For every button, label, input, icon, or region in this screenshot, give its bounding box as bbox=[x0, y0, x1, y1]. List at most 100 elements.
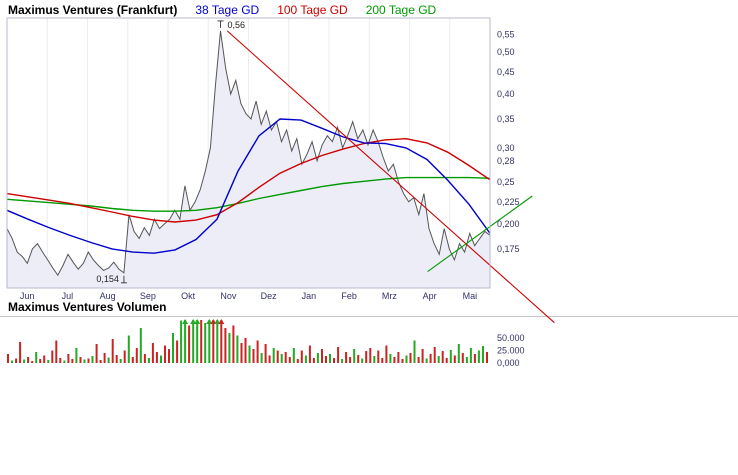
month-label: Jun bbox=[20, 291, 35, 301]
volume-bar bbox=[304, 355, 307, 363]
volume-bar bbox=[445, 358, 448, 363]
volume-bar bbox=[316, 353, 319, 363]
peak-annotation: 0,56 bbox=[228, 20, 246, 30]
volume-bar bbox=[312, 358, 315, 363]
volume-bar bbox=[131, 357, 134, 363]
price-chart-svg: 0,56 0,154 0,55 0,50 0,45 0,40 0,35 0,30 0,28 0,2… bbox=[6, 17, 555, 324]
volume-bar bbox=[119, 359, 122, 363]
legend-200-tage-gd: 200 Tage GD bbox=[365, 3, 437, 17]
ma-38-line bbox=[6, 118, 491, 254]
volume-bar bbox=[43, 355, 46, 363]
volume-tick-label: 0,000 bbox=[497, 358, 520, 368]
volume-chart-svg: 50.000 25.000 0,000 bbox=[7, 319, 525, 368]
volume-bar bbox=[421, 349, 424, 363]
volume-bar bbox=[296, 359, 299, 363]
month-label: Okt bbox=[181, 291, 196, 301]
month-label: Aug bbox=[100, 291, 116, 301]
volume-clip-arrow bbox=[206, 319, 213, 324]
volume-bar bbox=[7, 354, 9, 363]
volume-bar bbox=[107, 357, 110, 363]
y-tick-label: 0,45 bbox=[497, 67, 515, 77]
volume-bar bbox=[115, 355, 118, 363]
volume-bar bbox=[413, 340, 416, 363]
volume-bar bbox=[292, 348, 295, 363]
volume-bar bbox=[461, 353, 464, 363]
volume-tick-label: 50.000 bbox=[497, 333, 525, 343]
y-tick-label: 0,55 bbox=[497, 29, 515, 39]
volume-bar bbox=[369, 348, 372, 363]
y-tick-label: 0,25 bbox=[497, 177, 515, 187]
volume-bar bbox=[172, 333, 174, 363]
volume-bar bbox=[353, 349, 356, 363]
volume-bar bbox=[176, 340, 179, 363]
volume-clip-arrow bbox=[194, 319, 201, 324]
volume-bar bbox=[325, 356, 327, 363]
volume-title-divider bbox=[0, 316, 738, 317]
volume-bar bbox=[349, 357, 352, 363]
volume-bar bbox=[280, 354, 283, 363]
volume-bar bbox=[377, 350, 380, 363]
volume-bar bbox=[224, 328, 227, 363]
volume-bar bbox=[405, 355, 408, 363]
ma-100-line bbox=[6, 137, 491, 223]
volume-bar bbox=[196, 320, 199, 363]
volume-bar bbox=[212, 320, 215, 363]
volume-clip-arrow bbox=[182, 319, 189, 324]
volume-axis-labels: 50.000 25.000 0,000 bbox=[497, 333, 525, 368]
volume-clip-arrow bbox=[190, 319, 197, 324]
volume-bar bbox=[268, 355, 271, 363]
volume-bar bbox=[373, 356, 376, 363]
volume-bars bbox=[7, 319, 488, 363]
volume-bar bbox=[482, 346, 484, 363]
chart-header: Maximus Ventures (Frankfurt) 38 Tage GD … bbox=[8, 3, 436, 17]
y-tick-label: 0,50 bbox=[497, 47, 515, 57]
volume-bar bbox=[465, 357, 468, 363]
volume-bar bbox=[19, 342, 22, 363]
volume-bar bbox=[147, 358, 150, 363]
volume-bar bbox=[252, 349, 255, 363]
volume-bar bbox=[71, 359, 74, 363]
volume-bar bbox=[143, 354, 146, 363]
volume-bar bbox=[333, 358, 335, 363]
volume-bar bbox=[272, 348, 275, 363]
volume-bar bbox=[357, 355, 360, 363]
volume-title: Maximus Ventures Volumen bbox=[8, 300, 167, 314]
volume-bar bbox=[365, 351, 368, 363]
volume-clip-arrow bbox=[210, 319, 217, 324]
trendline-downtrend bbox=[226, 30, 555, 324]
month-label: Jan bbox=[302, 291, 317, 301]
volume-bar bbox=[75, 348, 78, 363]
price-line bbox=[6, 30, 491, 277]
volume-bar bbox=[401, 359, 404, 363]
volume-bar bbox=[200, 320, 203, 363]
volume-bar bbox=[341, 359, 344, 363]
volume-clip-arrow bbox=[214, 319, 221, 324]
volume-bar bbox=[417, 357, 420, 363]
trendline-uptrend bbox=[427, 195, 533, 273]
volume-bar bbox=[83, 359, 86, 363]
month-label: Feb bbox=[341, 291, 357, 301]
legend-100-tage-gd: 100 Tage GD bbox=[277, 3, 348, 17]
volume-bar bbox=[208, 320, 211, 363]
volume-bar bbox=[477, 350, 480, 363]
volume-bar bbox=[184, 320, 187, 363]
volume-bar bbox=[35, 352, 38, 363]
volume-bar bbox=[87, 358, 90, 363]
volume-bar bbox=[180, 320, 183, 363]
volume-bar bbox=[204, 323, 207, 363]
volume-bar bbox=[232, 325, 235, 363]
volume-bar bbox=[397, 352, 400, 363]
volume-bar bbox=[429, 354, 432, 363]
volume-bar bbox=[236, 335, 239, 363]
volume-bar bbox=[385, 345, 388, 363]
volume-bar bbox=[389, 354, 392, 363]
volume-bar bbox=[95, 344, 98, 363]
volume-bar bbox=[220, 320, 223, 363]
volume-bar bbox=[160, 355, 162, 363]
volume-bar bbox=[47, 360, 50, 363]
volume-bar bbox=[139, 328, 142, 363]
annotations: 0,56 0,154 bbox=[96, 20, 245, 284]
volume-bar bbox=[308, 345, 311, 363]
price-area bbox=[7, 30, 490, 289]
